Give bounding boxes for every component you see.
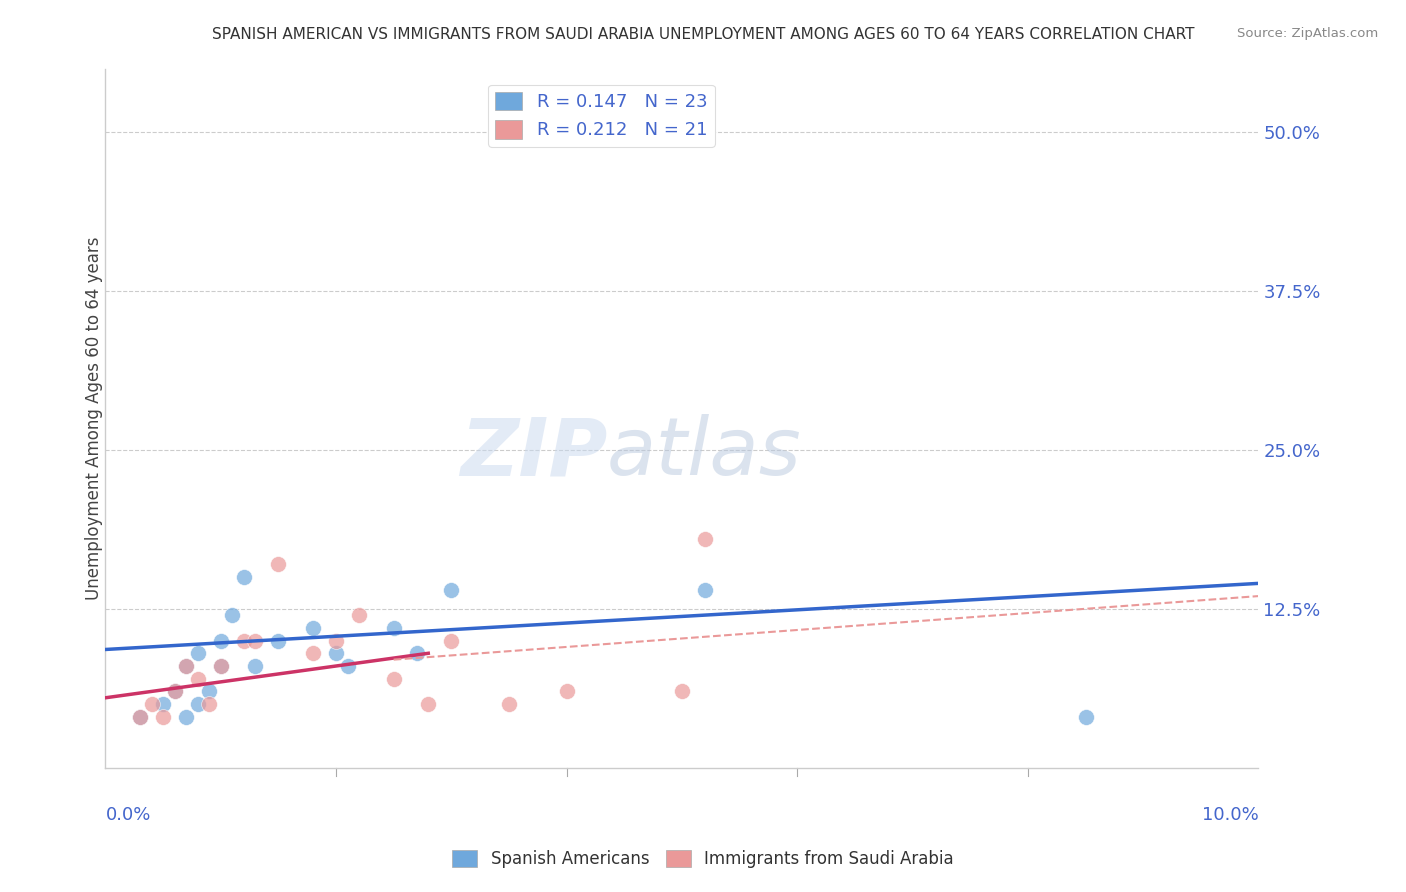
Point <box>198 684 221 698</box>
Legend: Spanish Americans, Immigrants from Saudi Arabia: Spanish Americans, Immigrants from Saudi… <box>446 843 960 875</box>
Point <box>232 570 254 584</box>
Point <box>302 621 325 635</box>
Point <box>418 697 440 711</box>
Point <box>209 659 232 673</box>
Point <box>555 684 578 698</box>
Point <box>152 697 174 711</box>
Point <box>209 659 232 673</box>
Point <box>1074 710 1097 724</box>
Text: SPANISH AMERICAN VS IMMIGRANTS FROM SAUDI ARABIA UNEMPLOYMENT AMONG AGES 60 TO 6: SPANISH AMERICAN VS IMMIGRANTS FROM SAUD… <box>212 27 1194 42</box>
Point <box>440 582 463 597</box>
Point <box>671 684 693 698</box>
Point <box>209 633 232 648</box>
Point <box>498 697 520 711</box>
Point <box>174 659 197 673</box>
Text: Source: ZipAtlas.com: Source: ZipAtlas.com <box>1237 27 1378 40</box>
Point <box>174 710 197 724</box>
Point <box>129 710 152 724</box>
Point <box>336 659 359 673</box>
Point <box>221 608 243 623</box>
Legend: R = 0.147   N = 23, R = 0.212   N = 21: R = 0.147 N = 23, R = 0.212 N = 21 <box>488 85 714 146</box>
Point <box>325 646 347 660</box>
Point <box>232 633 254 648</box>
Point <box>382 672 405 686</box>
Point <box>325 633 347 648</box>
Text: 0.0%: 0.0% <box>105 806 150 824</box>
Point <box>498 100 520 114</box>
Point <box>187 697 209 711</box>
Point <box>245 659 267 673</box>
Point <box>187 672 209 686</box>
Point <box>129 710 152 724</box>
Point <box>245 633 267 648</box>
Text: atlas: atlas <box>607 414 801 492</box>
Point <box>267 558 290 572</box>
Point <box>302 646 325 660</box>
Point <box>440 633 463 648</box>
Y-axis label: Unemployment Among Ages 60 to 64 years: Unemployment Among Ages 60 to 64 years <box>86 236 103 599</box>
Point <box>693 582 716 597</box>
Point <box>174 659 197 673</box>
Text: ZIP: ZIP <box>460 414 607 492</box>
Point <box>198 697 221 711</box>
Point <box>163 684 186 698</box>
Point <box>405 646 427 660</box>
Text: 10.0%: 10.0% <box>1202 806 1258 824</box>
Point <box>163 684 186 698</box>
Point <box>187 646 209 660</box>
Point <box>152 710 174 724</box>
Point <box>141 697 163 711</box>
Point <box>382 621 405 635</box>
Point <box>267 633 290 648</box>
Point <box>693 532 716 546</box>
Point <box>347 608 370 623</box>
